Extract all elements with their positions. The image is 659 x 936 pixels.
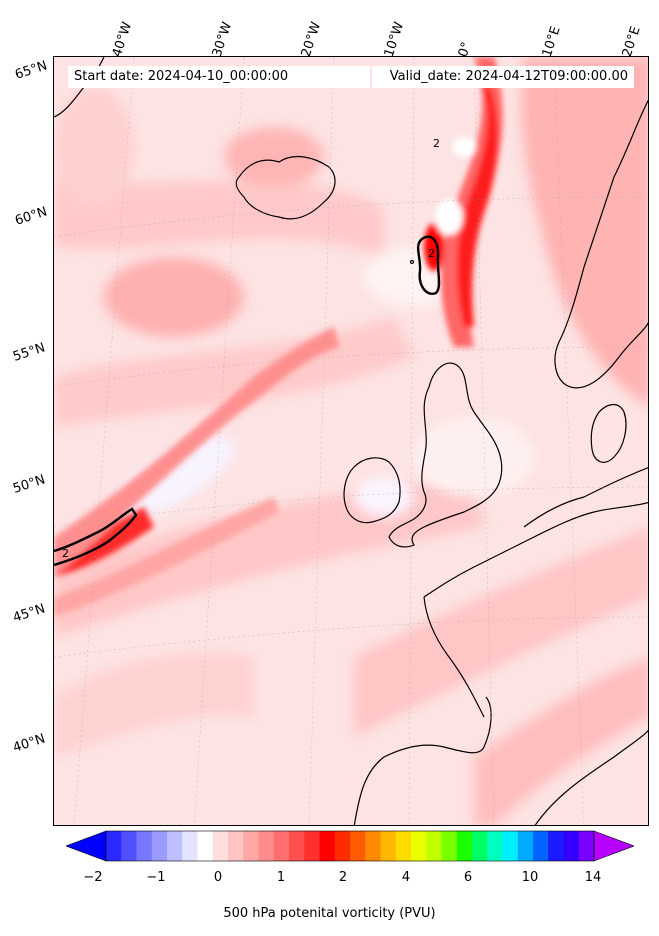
colorbar-tick: 14 bbox=[584, 870, 602, 885]
colorbar-segment bbox=[167, 831, 183, 861]
colorbar-tick: 0 bbox=[213, 870, 223, 885]
colorbar-segment bbox=[350, 831, 366, 861]
colorbar-segment bbox=[197, 831, 214, 861]
colorbar-segment bbox=[411, 831, 427, 861]
colorbar-segment bbox=[548, 831, 564, 861]
lon-label: 30°W bbox=[209, 20, 236, 59]
pv-2-contours bbox=[54, 235, 441, 567]
colorbar-tick: 10 bbox=[521, 870, 539, 885]
start-date-label: Start date: 2024-04-10_00:00:00 bbox=[68, 66, 370, 88]
colorbar-segment bbox=[472, 831, 488, 861]
colorbar-tick: 1 bbox=[276, 870, 286, 885]
colorbar-segment bbox=[517, 831, 534, 861]
colorbar-tick: −1 bbox=[146, 870, 166, 885]
colorbar-segment bbox=[258, 831, 275, 861]
colorbar-extend-high bbox=[593, 830, 634, 862]
colorbar-label: 500 hPa potenital vorticity (PVU) bbox=[223, 906, 436, 921]
colorbar-segment bbox=[456, 831, 473, 861]
colorbar-segment bbox=[441, 831, 458, 861]
lat-label: 65°N bbox=[13, 58, 50, 83]
colorbar-segment bbox=[121, 831, 137, 861]
valid-date-label: Valid_date: 2024-04-12T09:00:00.00 bbox=[372, 66, 634, 88]
colorbar-segment bbox=[106, 831, 122, 861]
colorbar-segment bbox=[334, 831, 351, 861]
colorbar-segment bbox=[319, 831, 336, 861]
colorbar-segment bbox=[228, 831, 244, 861]
colorbar-segment bbox=[380, 831, 397, 861]
colorbar-segment bbox=[273, 831, 290, 861]
colorbar-segment bbox=[182, 831, 198, 861]
colorbar-segment bbox=[151, 831, 168, 861]
lat-label: 55°N bbox=[11, 340, 48, 365]
lon-label: 40°W bbox=[109, 20, 136, 59]
colorbar-tick: 4 bbox=[401, 870, 411, 885]
colorbar-segment bbox=[304, 831, 320, 861]
lon-label: 20°W bbox=[298, 20, 325, 59]
lat-label: 40°N bbox=[11, 731, 48, 756]
graticule bbox=[54, 57, 648, 825]
lon-label: 10°W bbox=[381, 20, 408, 59]
colorbar-segment bbox=[578, 831, 595, 861]
colorbar-segment bbox=[243, 831, 259, 861]
contour-label: 2 bbox=[433, 137, 440, 150]
colorbar-segment bbox=[426, 831, 442, 861]
colorbar-segment bbox=[563, 831, 580, 861]
lat-label: 45°N bbox=[11, 601, 48, 626]
colorbar-segment bbox=[502, 831, 519, 861]
lon-label: 10°E bbox=[539, 24, 564, 59]
colorbar-segment bbox=[212, 831, 229, 861]
lat-label: 50°N bbox=[11, 472, 48, 497]
colorbar-tick: 6 bbox=[463, 870, 473, 885]
lon-label: 20°E bbox=[619, 24, 644, 59]
contour-label: 2 bbox=[428, 247, 435, 260]
colorbar-segment bbox=[136, 831, 153, 861]
colorbar-outline bbox=[105, 830, 595, 862]
colorbar-segment bbox=[365, 831, 381, 861]
colorbar-tick: 2 bbox=[338, 870, 348, 885]
pv-streamer-north bbox=[424, 57, 503, 347]
colorbar-tick: −2 bbox=[83, 870, 103, 885]
map-panel: 2 2 2 Start date: 2024-04-10_00:00:00 Va… bbox=[53, 56, 649, 826]
contour-label: 2 bbox=[62, 547, 69, 560]
colorbar-segment bbox=[289, 831, 305, 861]
coastlines bbox=[54, 57, 648, 825]
colorbar bbox=[66, 830, 634, 862]
colorbar-segment bbox=[533, 831, 549, 861]
colorbar-extend-low bbox=[66, 830, 107, 862]
colorbar-segment bbox=[395, 831, 412, 861]
lat-label: 60°N bbox=[13, 204, 50, 229]
pv-map: 2 2 2 bbox=[54, 57, 648, 825]
colorbar-segment bbox=[487, 831, 503, 861]
